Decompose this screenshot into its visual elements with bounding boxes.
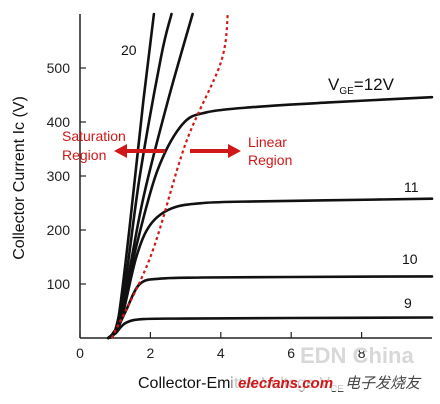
curve-label-10: 10 [402, 251, 418, 267]
vge-label: VGE=12V [328, 75, 395, 97]
y-tick-label: 200 [47, 222, 71, 238]
saturation-linear-boundary [110, 13, 229, 339]
series-line-unlabeled-6 [106, 12, 194, 340]
y-tick-label: 100 [47, 276, 71, 292]
watermark-brand: elecfans.com [238, 375, 333, 392]
y-axis-title: Collector Current Ic (V) [11, 96, 28, 260]
series-line-9 [106, 316, 434, 340]
series-line-10 [106, 275, 434, 340]
x-tick-label: 2 [147, 345, 155, 361]
watermark-backdrop [232, 373, 344, 391]
linear-label-line2: Region [248, 152, 292, 168]
saturation-label-line1: Saturation [62, 128, 126, 144]
curve-label-9: 9 [404, 295, 412, 311]
x-tick-label: 6 [287, 345, 295, 361]
y-tick-label: 500 [47, 60, 71, 76]
watermark-chinese: 电子发烧友 [345, 374, 422, 392]
curve-label-20: 20 [121, 42, 137, 58]
saturation-arrow [114, 144, 165, 158]
y-ticks: 100 200 300 400 500 [47, 60, 86, 292]
y-tick-label: 400 [47, 114, 71, 130]
curves-group [106, 12, 434, 340]
series-line-20 [106, 12, 156, 340]
series-line-unlabeled-5 [106, 12, 173, 340]
watermark-faint: EDN China [300, 343, 414, 368]
y-tick-label: 300 [47, 168, 71, 184]
x-tick-label: 0 [76, 345, 84, 361]
x-ticks: 0 2 4 6 8 [76, 332, 366, 361]
saturation-label-line2: Region [62, 147, 106, 163]
linear-arrow [190, 144, 241, 158]
x-tick-label: 8 [358, 345, 366, 361]
curve-label-11: 11 [404, 179, 419, 195]
linear-label-line1: Linear [248, 134, 287, 150]
x-tick-label: 4 [217, 345, 225, 361]
